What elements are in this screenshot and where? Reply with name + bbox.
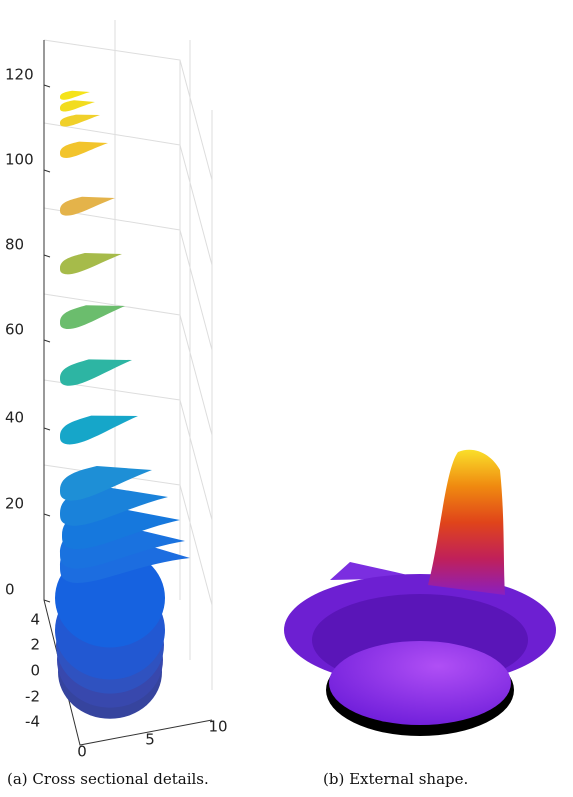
y-tick-label: 2 — [30, 636, 40, 654]
y-tick-label: 0 — [30, 662, 40, 680]
z-tick-label: 0 — [5, 581, 15, 599]
section — [60, 115, 100, 127]
section — [60, 100, 95, 111]
z-tick-label: 100 — [5, 151, 34, 169]
section — [60, 416, 138, 445]
x-tick-label: 10 — [208, 718, 227, 736]
section — [60, 253, 122, 274]
z-tick-label: 80 — [5, 236, 24, 254]
cross-sections — [55, 91, 190, 719]
z-tick-label: 120 — [5, 66, 34, 84]
section — [60, 142, 108, 158]
surface-peak — [428, 450, 505, 595]
z-tick-label: 20 — [5, 495, 24, 513]
caption: (b) External shape. — [323, 770, 468, 788]
z-tick — [44, 340, 50, 342]
z-tick — [44, 428, 50, 430]
z-tick — [44, 514, 50, 516]
figure: 120100806040200420-2-40510 (a) Cross sec… — [0, 0, 573, 797]
section — [60, 91, 90, 100]
z-tick — [44, 255, 50, 257]
panel-b — [284, 450, 556, 736]
caption: (a) Cross sectional details. — [7, 770, 209, 788]
y-tick-label: -2 — [25, 688, 40, 706]
y-tick-label: -4 — [25, 713, 40, 731]
y-tick-label: 4 — [30, 611, 40, 629]
top-disc — [329, 641, 511, 725]
x-tick-label: 5 — [145, 731, 155, 749]
x-tick-label: 0 — [77, 743, 87, 761]
section — [60, 359, 132, 385]
section — [60, 197, 115, 216]
z-tick — [44, 85, 50, 87]
z-tick-label: 60 — [5, 321, 24, 339]
z-tick-label: 40 — [5, 409, 24, 427]
z-tick — [44, 170, 50, 172]
